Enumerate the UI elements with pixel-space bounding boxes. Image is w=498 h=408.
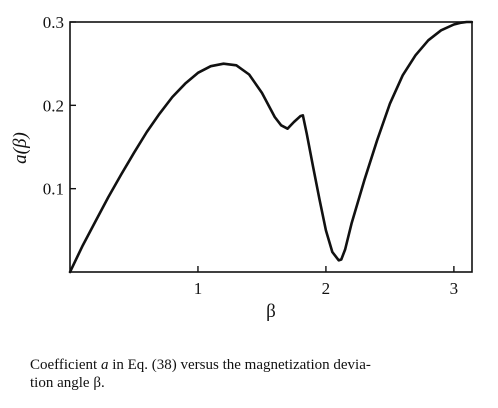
y-tick-label: 0.3: [43, 13, 64, 32]
x-axis-label: β: [266, 301, 276, 322]
caption-symbol: a: [100, 357, 109, 373]
caption-prefix: Coefficient: [30, 357, 101, 373]
x-tick-label: 1: [194, 279, 203, 298]
y-axis-ticks: 0.1 0.2 0.3: [43, 13, 76, 199]
caption-line-2: tion angle β.: [30, 375, 105, 391]
chart: 1 2 3 0.1 0.2 0.3 β a(β): [10, 13, 474, 322]
figure-caption: Coefficient a in Eq. (38) versus the mag…: [30, 356, 470, 392]
series-layer: [68, 20, 474, 274]
plot-frame: [69, 21, 473, 273]
plot-area-border: [69, 21, 473, 273]
x-tick-label: 3: [450, 279, 459, 298]
x-axis-ticks: 1 2 3: [194, 266, 458, 298]
y-tick-label: 0.2: [43, 96, 64, 115]
y-axis-label: a(β): [10, 132, 31, 164]
x-tick-label: 2: [322, 279, 331, 298]
caption-suffix: in Eq. (38) versus the magnetization dev…: [108, 357, 371, 373]
series-line: [68, 20, 474, 274]
y-tick-label: 0.1: [43, 180, 64, 199]
